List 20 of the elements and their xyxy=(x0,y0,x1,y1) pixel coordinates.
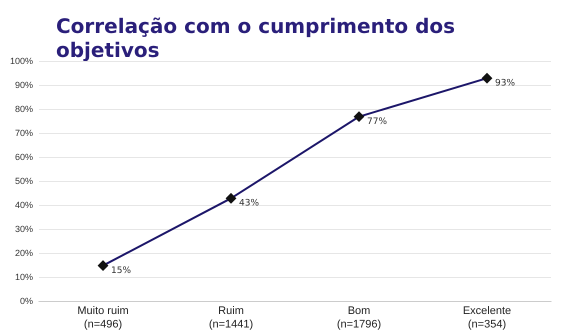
data-label: 43% xyxy=(239,198,260,209)
y-tick-label: 30% xyxy=(15,224,34,234)
data-label: 93% xyxy=(495,78,516,89)
y-tick-label: 20% xyxy=(15,248,34,258)
y-tick-label: 10% xyxy=(15,272,34,282)
y-tick-label: 70% xyxy=(15,128,34,138)
data-label: 77% xyxy=(367,116,388,127)
y-tick-label: 40% xyxy=(15,200,34,210)
y-tick-label: 60% xyxy=(15,152,34,162)
y-tick-label: 100% xyxy=(10,56,34,66)
x-tick-label: Muito ruim (n=496) xyxy=(77,305,129,330)
y-tick-label: 50% xyxy=(15,176,34,186)
chart-title: Correlação com o cumprimento dos objetivos xyxy=(56,14,456,62)
x-tick-label: Ruim (n=1441) xyxy=(208,305,254,330)
x-tick-label: Bom (n=1796) xyxy=(336,305,382,330)
x-tick-label: Excelente (n=354) xyxy=(462,305,512,330)
y-tick-label: 80% xyxy=(15,104,34,114)
y-tick-label: 0% xyxy=(20,296,34,306)
data-label: 15% xyxy=(111,266,132,276)
y-tick-label: 90% xyxy=(15,80,34,90)
